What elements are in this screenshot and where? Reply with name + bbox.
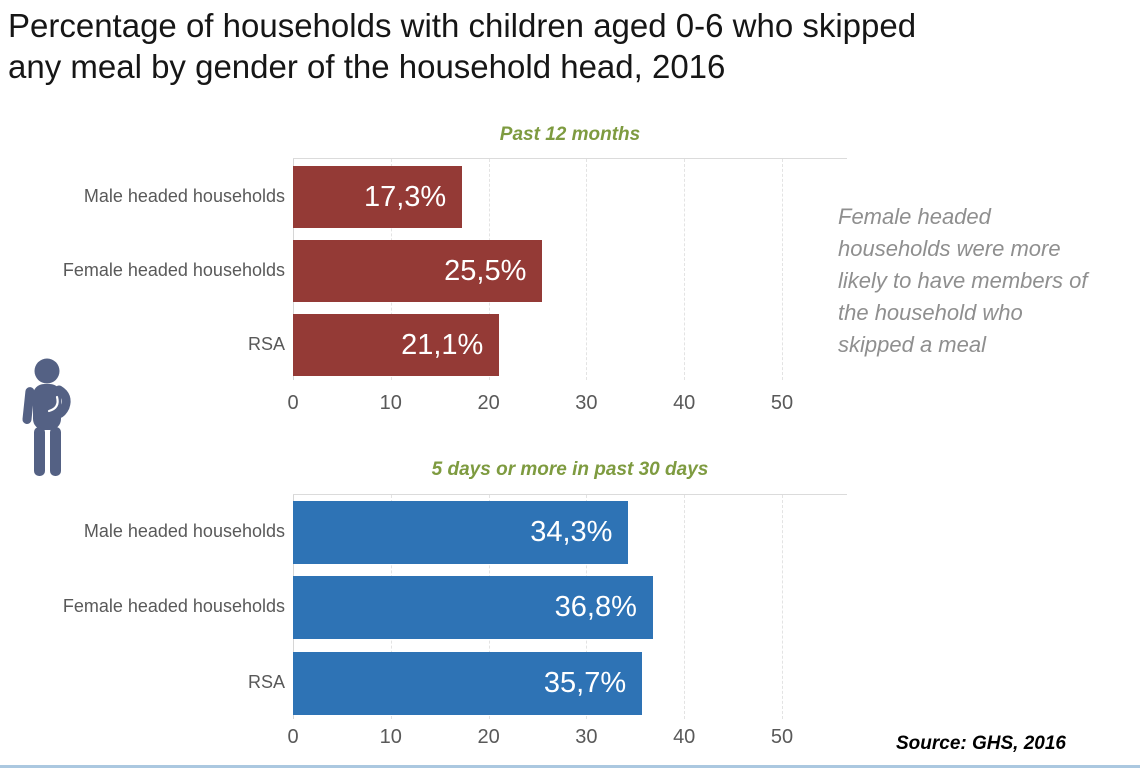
chart-past-12-months: Past 12 months 17,3% 25,5% 21,1% 0 10 20 30 40 5…: [0, 120, 860, 420]
category-label: Female headed households: [62, 259, 285, 280]
bar-value-label: 36,8%: [554, 591, 637, 623]
bar-value-label: 34,3%: [530, 516, 613, 548]
page-title-line2: any meal by gender of the household head…: [8, 48, 726, 85]
category-label: RSA: [247, 333, 285, 354]
annotation-line: Female headed: [838, 204, 991, 229]
bar-value-label: 21,1%: [401, 328, 484, 361]
chart-section-title: Past 12 months: [499, 124, 641, 145]
page-title: Percentage of households with children a…: [8, 5, 1133, 87]
x-axis-tick-label: 20: [477, 726, 500, 748]
x-axis-tick-label: 40: [673, 392, 696, 414]
plot-area: 34,3% 36,8% 35,7%: [293, 494, 847, 719]
annotation-line: the household who: [838, 300, 1023, 325]
bar-value-label: 25,5%: [444, 254, 527, 287]
bar: 35,7%: [293, 652, 643, 715]
plot-area: 17,3% 25,5% 21,1%: [293, 158, 847, 380]
x-axis-tick-label: 50: [770, 392, 794, 414]
bar: 17,3%: [293, 166, 463, 228]
x-axis-tick-label: 50: [770, 726, 794, 748]
page-title-line1: Percentage of households with children a…: [8, 7, 917, 44]
bar: 21,1%: [293, 314, 500, 376]
bar-value-label: 35,7%: [543, 667, 627, 699]
x-axis-tick-label: 0: [287, 392, 299, 414]
x-axis-tick-label: 0: [287, 726, 299, 748]
category-label: Female headed households: [62, 596, 285, 616]
bar-value-label: 17,3%: [363, 180, 447, 213]
gridline: [782, 495, 783, 719]
bottom-accent-strip: [0, 765, 1140, 768]
annotation-line: households were more: [838, 236, 1061, 261]
x-axis-tick-label: 20: [477, 392, 500, 414]
x-axis-tick-label: 30: [575, 392, 598, 414]
x-axis-tick-label: 40: [673, 726, 696, 748]
x-axis-tick-label: 30: [575, 726, 598, 748]
gridline: [684, 495, 686, 719]
bar: 34,3%: [293, 501, 629, 564]
annotation-line: skipped a meal: [838, 332, 986, 357]
category-label: Male headed households: [83, 185, 285, 206]
annotation-line: likely to have members of: [838, 268, 1088, 293]
chart-section-title: 5 days or more in past 30 days: [431, 459, 709, 480]
category-label: Male headed households: [83, 521, 285, 541]
category-label: RSA: [247, 672, 285, 692]
person-hungry-icon: [8, 350, 98, 480]
source-note: Source: GHS, 2016: [895, 733, 1066, 754]
x-axis-tick-label: 10: [379, 392, 402, 414]
gridline: [684, 159, 686, 380]
annotation-text: Female headed households were more likel…: [838, 201, 1140, 361]
gridline: [586, 159, 588, 380]
x-axis-tick-label: 10: [379, 726, 402, 748]
bar: 36,8%: [293, 576, 653, 639]
gridline: [782, 159, 783, 380]
chart-past-30-days: 5 days or more in past 30 days 34,3% 36,8…: [0, 455, 860, 755]
bar: 25,5%: [293, 240, 543, 302]
